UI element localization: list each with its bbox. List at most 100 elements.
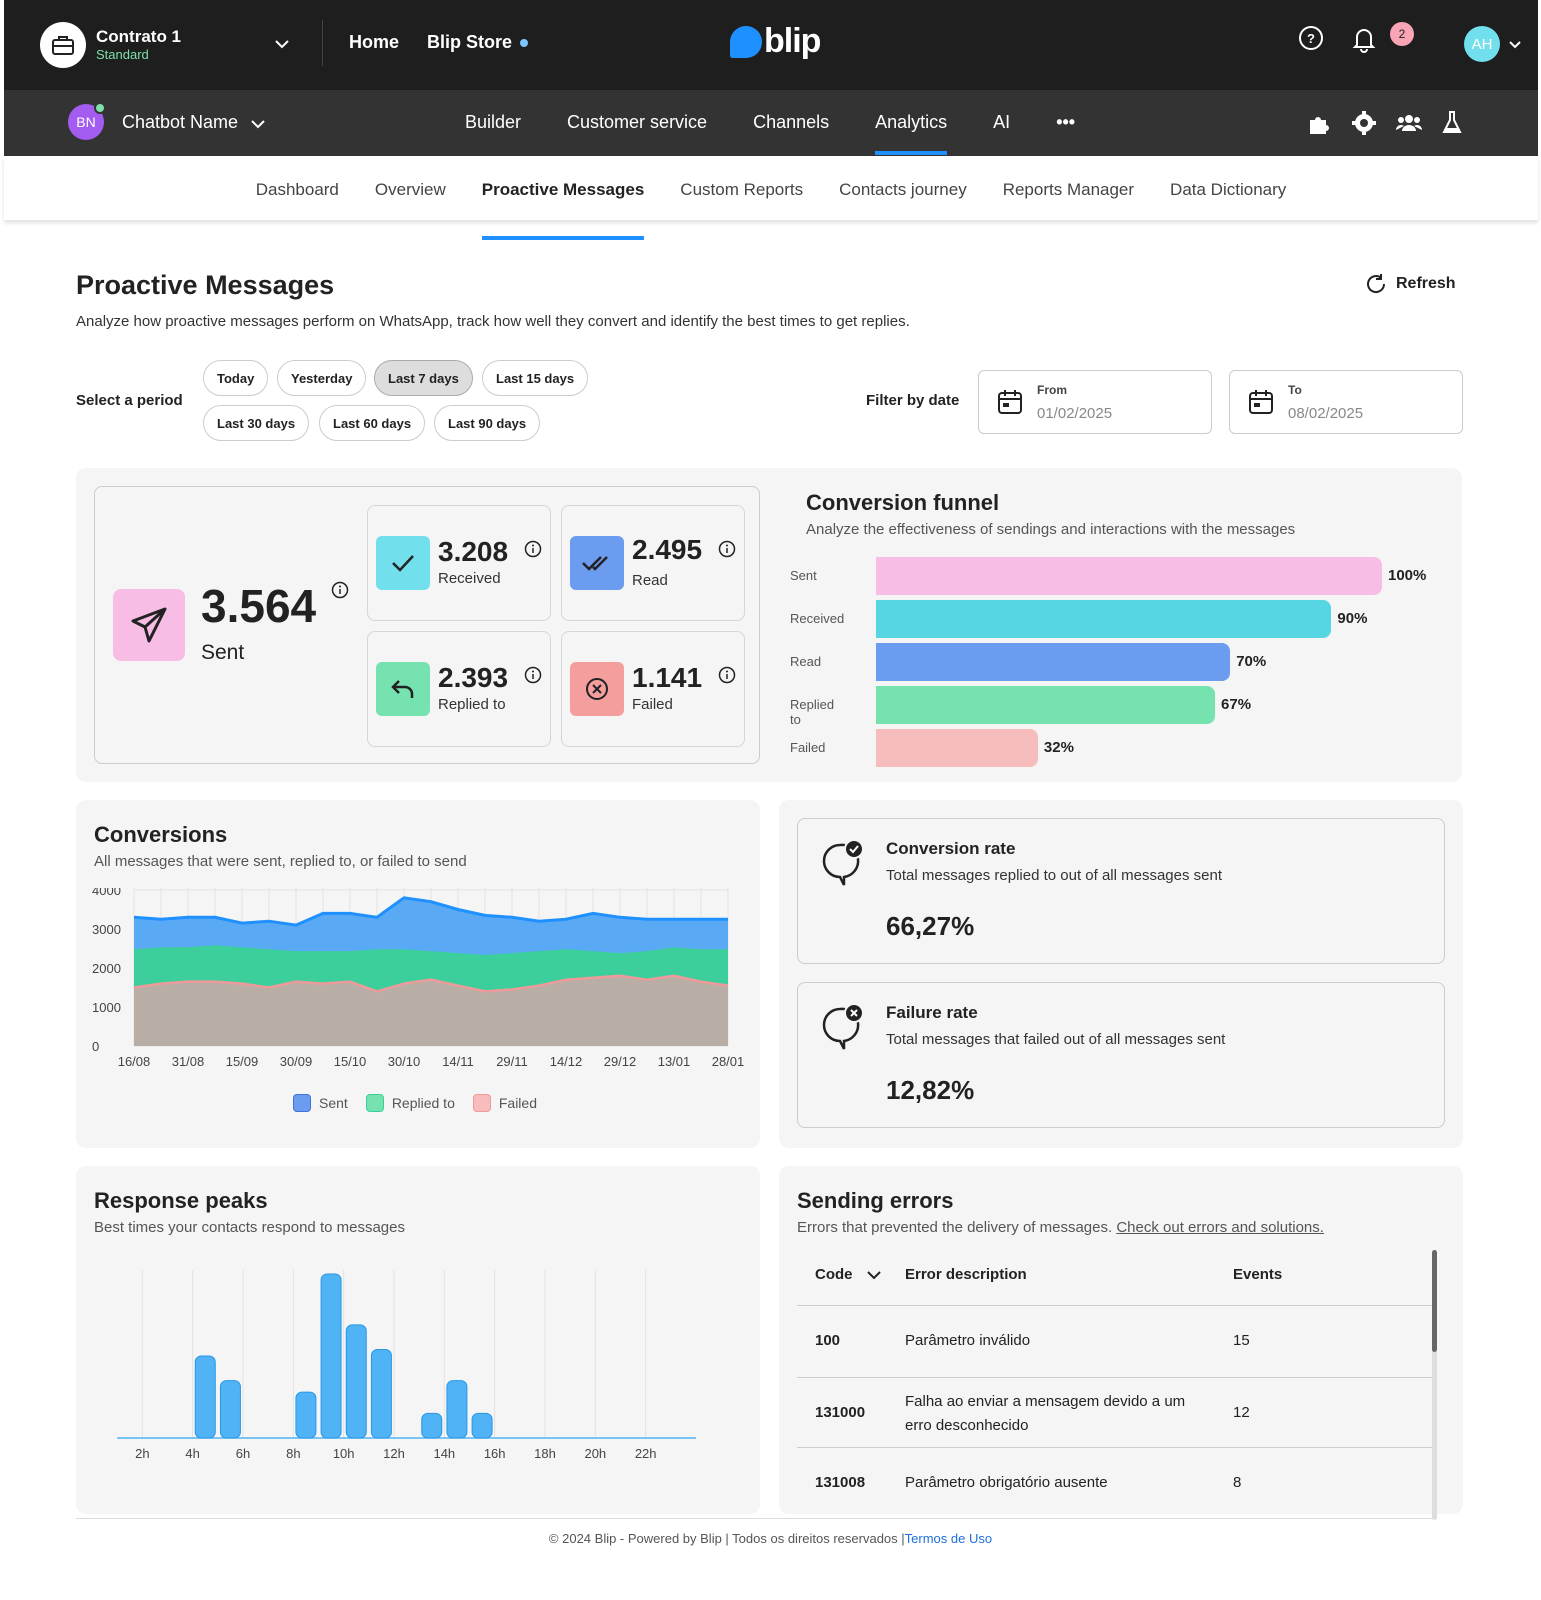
period-chip-last-60-days[interactable]: Last 60 days bbox=[319, 405, 426, 441]
line-failed bbox=[133, 974, 729, 993]
failure-rate-title: Failure rate bbox=[886, 1003, 978, 1022]
read-label: Read bbox=[632, 572, 668, 589]
user-avatar[interactable]: AH bbox=[1464, 26, 1500, 62]
failed-label: Failed bbox=[632, 696, 673, 713]
legend-failed-label: Failed bbox=[498, 1095, 537, 1111]
failed-card: 1.141 Failed bbox=[561, 631, 745, 747]
flask-icon[interactable] bbox=[1441, 110, 1463, 136]
errors-subtitle-text: Errors that prevented the delivery of me… bbox=[797, 1219, 1117, 1236]
more-menu[interactable]: ••• bbox=[1056, 112, 1076, 132]
nav-home-link[interactable]: Home bbox=[349, 32, 400, 52]
peak-bar-11h bbox=[345, 1324, 367, 1439]
funnel-percent: 67% bbox=[1221, 696, 1252, 713]
tab-dashboard[interactable]: Dashboard bbox=[255, 180, 339, 199]
info-icon[interactable] bbox=[524, 540, 542, 558]
scrollbar-thumb[interactable] bbox=[1432, 1250, 1437, 1352]
nav-blip-store-link[interactable]: Blip Store bbox=[427, 32, 529, 53]
x-tick-label: 16/08 bbox=[118, 1054, 151, 1069]
period-chip-last-15-days[interactable]: Last 15 days bbox=[482, 360, 589, 396]
info-icon[interactable] bbox=[718, 540, 736, 558]
column-code[interactable]: Code bbox=[815, 1266, 853, 1283]
line-sent bbox=[133, 896, 728, 927]
help-icon[interactable]: ? bbox=[1298, 25, 1324, 51]
response-peaks-bar-chart: 2h 4h 6h 8h 10h 12h 14h 16h 18h 20h 22h bbox=[117, 1270, 696, 1461]
errors-scrollbar[interactable] bbox=[1432, 1250, 1437, 1520]
table-row: 131008 Parâmetro obrigatório ausente 8 bbox=[797, 1448, 1433, 1520]
x-tick-label: 14h bbox=[433, 1446, 455, 1461]
puzzle-icon[interactable] bbox=[1306, 110, 1332, 136]
calendar-icon bbox=[998, 390, 1022, 414]
legend-sent: Sent bbox=[293, 1094, 348, 1112]
period-chip-yesterday[interactable]: Yesterday bbox=[277, 360, 367, 396]
x-tick-label: 8h bbox=[286, 1446, 300, 1461]
chevron-down-icon[interactable] bbox=[274, 38, 290, 50]
nav-analytics[interactable]: Analytics bbox=[875, 112, 948, 155]
contract-name: Contrato 1 bbox=[96, 27, 181, 46]
online-status-dot bbox=[94, 102, 106, 114]
conversion-rate-title: Conversion rate bbox=[886, 839, 1016, 858]
to-date-field[interactable]: To 08/02/2025 bbox=[1229, 370, 1463, 434]
chevron-down-icon[interactable] bbox=[1508, 40, 1522, 50]
chevron-down-icon[interactable] bbox=[867, 1270, 881, 1280]
bell-icon[interactable] bbox=[1351, 25, 1377, 53]
x-tick-label: 15/09 bbox=[226, 1054, 259, 1069]
tab-proactive-messages[interactable]: Proactive Messages bbox=[481, 180, 644, 240]
notification-badge: 2 bbox=[1390, 22, 1414, 46]
tab-reports-manager[interactable]: Reports Manager bbox=[1002, 180, 1135, 199]
tab-overview[interactable]: Overview bbox=[374, 180, 446, 199]
period-chip-last-30-days[interactable]: Last 30 days bbox=[203, 405, 310, 441]
bot-avatar[interactable]: BN bbox=[68, 102, 106, 140]
info-icon[interactable] bbox=[718, 666, 736, 684]
nav-builder[interactable]: Builder bbox=[465, 112, 522, 132]
chat-check-icon bbox=[822, 839, 864, 886]
line-replied-to bbox=[133, 945, 728, 958]
info-icon[interactable] bbox=[524, 666, 542, 684]
funnel-title: Conversion funnel bbox=[806, 490, 1000, 515]
legend-failed: Failed bbox=[472, 1094, 537, 1112]
errors-title: Sending errors bbox=[797, 1188, 954, 1213]
y-tick-label: 0 bbox=[92, 1039, 99, 1054]
period-chip-last-90-days[interactable]: Last 90 days bbox=[434, 405, 541, 441]
y-tick-label: 2000 bbox=[92, 961, 121, 976]
x-tick-label: 2h bbox=[135, 1446, 149, 1461]
refresh-button[interactable]: Refresh bbox=[1364, 272, 1456, 296]
bot-name[interactable]: Chatbot Name bbox=[122, 112, 239, 132]
period-chip-today[interactable]: Today bbox=[203, 360, 269, 396]
nav-ai[interactable]: AI bbox=[993, 112, 1011, 132]
tab-data-dictionary[interactable]: Data Dictionary bbox=[1170, 180, 1287, 199]
period-chip-last-7-days[interactable]: Last 7 days bbox=[374, 360, 473, 396]
page-description: Analyze how proactive messages perform o… bbox=[76, 313, 910, 330]
tab-custom-reports[interactable]: Custom Reports bbox=[680, 180, 804, 199]
failure-rate-card: Failure rate Total messages that failed … bbox=[797, 982, 1445, 1128]
conversion-rate-card: Conversion rate Total messages replied t… bbox=[797, 818, 1445, 964]
column-events: Events bbox=[1233, 1266, 1283, 1283]
tab-contacts-journey[interactable]: Contacts journey bbox=[839, 180, 967, 199]
sent-label: Sent bbox=[201, 641, 245, 664]
page-title: Proactive Messages bbox=[76, 270, 335, 300]
from-date-field[interactable]: From 01/02/2025 bbox=[978, 370, 1212, 434]
nav-channels[interactable]: Channels bbox=[753, 112, 830, 132]
bot-bar: BN Chatbot Name Builder Customer service… bbox=[4, 90, 1538, 156]
calendar-icon bbox=[1249, 390, 1273, 414]
terms-link[interactable]: Termos de Uso bbox=[904, 1531, 993, 1546]
chevron-down-icon[interactable] bbox=[250, 118, 266, 130]
svg-text:?: ? bbox=[1307, 31, 1315, 46]
error-description: Parâmetro inválido bbox=[905, 1332, 1031, 1349]
area-failed bbox=[134, 975, 728, 1046]
contract-selector[interactable]: Contrato 1 Standard bbox=[40, 22, 181, 68]
peak-bar-16h bbox=[471, 1412, 493, 1439]
y-tick-label: 4000 bbox=[92, 888, 121, 898]
team-icon[interactable] bbox=[1395, 110, 1423, 136]
errors-solutions-link[interactable]: Check out errors and solutions. bbox=[1116, 1219, 1324, 1236]
received-label: Received bbox=[438, 570, 501, 587]
x-tick-label: 31/08 bbox=[172, 1054, 205, 1069]
footer-divider bbox=[76, 1518, 1436, 1519]
blip-logo[interactable]: blip bbox=[730, 22, 821, 61]
briefcase-icon bbox=[40, 22, 86, 68]
x-tick-label: 13/01 bbox=[658, 1054, 691, 1069]
info-icon[interactable] bbox=[331, 581, 349, 599]
refresh-icon bbox=[1367, 274, 1386, 293]
funnel-bar bbox=[876, 557, 1382, 595]
gear-icon[interactable] bbox=[1351, 110, 1377, 136]
nav-customer-service[interactable]: Customer service bbox=[567, 112, 708, 132]
